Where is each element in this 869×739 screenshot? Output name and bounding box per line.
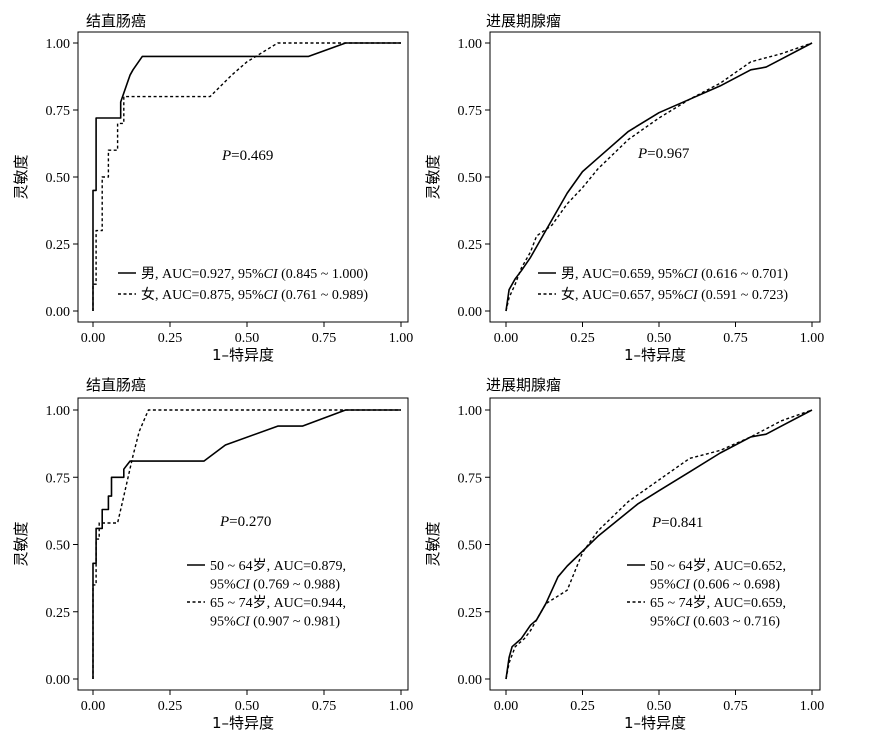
p-value-text: =0.270: [229, 514, 271, 530]
legend-entry-1: 95%CI (0.606 ~ 0.698): [650, 578, 780, 593]
chart-title: 进展期腺瘤: [486, 12, 561, 30]
x-tick-label: 0.75: [723, 699, 748, 714]
chart-panel-1: 结直肠癌 0.00 0.25 0.50 0.75 1.00 0.00 0.25 0.50 0.75…: [12, 12, 413, 364]
series-line-2: [92, 409, 401, 679]
x-tick-label: 0.75: [723, 331, 748, 346]
p-value-symbol: P: [219, 514, 229, 530]
y-tick-label: 0.00: [458, 305, 483, 320]
x-tick-label: 1.00: [800, 331, 825, 346]
p-value-annotation: P=0.270: [219, 514, 271, 530]
x-tick-label: 0.00: [494, 331, 519, 346]
y-tick-label: 0.50: [46, 171, 71, 186]
legend-entry-2: 65 ~ 74岁, AUC=0.659,: [650, 595, 786, 611]
series-line-2: [505, 409, 813, 680]
chart-title: 结直肠癌: [86, 12, 146, 30]
legend-entry-2: 女, AUC=0.875, 95%CI (0.761 ~ 0.989): [141, 286, 368, 303]
x-tick-label: 0.75: [312, 699, 337, 714]
y-tick-label: 1.00: [46, 37, 71, 52]
p-value-text: =0.967: [647, 146, 690, 162]
y-tick-label: 0.75: [46, 471, 71, 486]
chart-title: 结直肠癌: [86, 376, 146, 394]
plot-frame: [489, 397, 821, 691]
x-tick-label: 0.50: [647, 699, 672, 714]
y-tick-label: 0.50: [458, 539, 483, 554]
x-axis-label: 1–特异度: [624, 346, 686, 364]
p-value-annotation: P=0.469: [221, 148, 273, 164]
series-line-2: [92, 42, 401, 311]
x-axis-label: 1–特异度: [212, 346, 274, 364]
y-axis-label: 灵敏度: [12, 154, 30, 199]
p-value-annotation: P=0.841: [651, 515, 703, 531]
legend-entry-1: 50 ~ 64岁, AUC=0.652,: [650, 558, 786, 574]
x-tick-label: 0.50: [235, 699, 260, 714]
y-tick-label: 0.25: [458, 606, 483, 621]
x-tick-label: 0.25: [570, 699, 595, 714]
y-axis-label: 灵敏度: [424, 521, 442, 566]
y-tick-label: 1.00: [458, 404, 483, 419]
legend-entry-1: 男, AUC=0.927, 95%CI (0.845 ~ 1.000): [141, 267, 368, 282]
p-value-symbol: P: [221, 148, 231, 164]
x-tick-label: 0.25: [570, 331, 595, 346]
y-tick-label: 0.00: [46, 305, 71, 320]
x-tick-label: 0.25: [158, 331, 183, 346]
y-tick-label: 0.75: [46, 104, 71, 119]
x-tick-label: 1.00: [800, 699, 825, 714]
y-axis-label: 灵敏度: [424, 154, 442, 199]
x-tick-label: 1.00: [389, 699, 414, 714]
y-tick-label: 1.00: [46, 404, 71, 419]
x-tick-label: 0.50: [647, 331, 672, 346]
x-tick-label: 0.00: [81, 331, 106, 346]
chart-panel-4: 进展期腺瘤 0.00 0.25 0.50 0.75 1.00 0.00 0.25 0.50 0.7…: [424, 376, 824, 732]
y-tick-label: 0.25: [46, 606, 71, 621]
series-line-1: [92, 409, 401, 679]
chart-title: 进展期腺瘤: [486, 376, 561, 394]
legend-entry-1: 男, AUC=0.659, 95%CI (0.616 ~ 0.701): [561, 267, 788, 282]
y-tick-label: 0.75: [458, 104, 483, 119]
series-line-1: [92, 42, 401, 311]
legend-entry-2: 65 ~ 74岁, AUC=0.944,: [210, 595, 346, 611]
x-tick-label: 0.50: [235, 331, 260, 346]
x-tick-label: 0.00: [81, 699, 106, 714]
y-tick-label: 1.00: [458, 37, 483, 52]
y-tick-label: 0.00: [458, 673, 483, 688]
p-value-text: =0.841: [661, 515, 703, 531]
series-line-1: [505, 409, 813, 680]
x-axis-label: 1–特异度: [624, 714, 686, 732]
y-tick-label: 0.25: [458, 238, 483, 253]
series-line-2: [505, 42, 813, 312]
legend-entry-1: 50 ~ 64岁, AUC=0.879,: [210, 558, 346, 574]
y-tick-label: 0.50: [46, 539, 71, 554]
y-tick-label: 0.50: [458, 171, 483, 186]
chart-panel-2: 进展期腺瘤 0.00 0.25 0.50 0.75 1.00 0.00 0.25 0.50 0.7…: [424, 12, 824, 364]
y-axis-label: 灵敏度: [12, 521, 30, 566]
legend-entry-2: 95%CI (0.907 ~ 0.981): [210, 615, 340, 630]
chart-panel-3: 结直肠癌 0.00 0.25 0.50 0.75 1.00 0.00 0.25 0.50 0.75…: [12, 376, 413, 732]
x-tick-label: 1.00: [389, 331, 414, 346]
legend-entry-2: 95%CI (0.603 ~ 0.716): [650, 615, 780, 630]
y-tick-label: 0.00: [46, 673, 71, 688]
x-tick-label: 0.00: [494, 699, 519, 714]
series-line-1: [505, 42, 813, 312]
legend-entry-1: 95%CI (0.769 ~ 0.988): [210, 578, 340, 593]
p-value-text: =0.469: [231, 148, 273, 164]
legend-entry-2: 女, AUC=0.657, 95%CI (0.591 ~ 0.723): [561, 286, 788, 303]
x-tick-label: 0.75: [312, 331, 337, 346]
x-axis-label: 1–特异度: [212, 714, 274, 732]
y-tick-label: 0.25: [46, 238, 71, 253]
x-tick-label: 0.25: [158, 699, 183, 714]
p-value-symbol: P: [651, 515, 661, 531]
p-value-symbol: P: [637, 146, 647, 162]
plot-frame: [77, 397, 409, 691]
y-tick-label: 0.75: [458, 471, 483, 486]
p-value-annotation: P=0.967: [637, 146, 690, 162]
